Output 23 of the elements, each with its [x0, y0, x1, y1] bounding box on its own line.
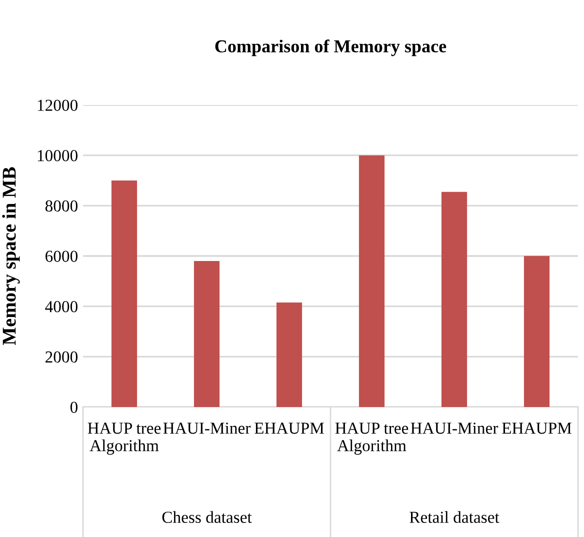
y-tick-label: 4000 — [45, 301, 78, 312]
bar — [524, 256, 550, 407]
y-tick-label: 8000 — [45, 200, 78, 212]
x-tick-label: HAUI-Miner — [163, 422, 251, 434]
x-tick-label: EHAUPM — [502, 422, 572, 434]
y-tick-label: 12000 — [38, 100, 78, 111]
y-axis-title: Memory space in MB — [2, 167, 20, 346]
y-tick-label: 6000 — [46, 250, 78, 262]
x-tick-label: HAUP tree Algorithm — [88, 422, 161, 455]
bar — [276, 302, 302, 407]
bar — [441, 192, 468, 407]
bar — [194, 261, 220, 407]
y-tick-label: 2000 — [46, 351, 78, 363]
x-tick-label: EHAUPM — [254, 422, 324, 434]
y-tick-label: 0 — [70, 402, 78, 413]
chart-title: Comparison of Memory space — [215, 40, 446, 56]
x-tick-label: HAUI-Miner — [410, 422, 498, 434]
bar — [358, 155, 385, 407]
bar — [111, 180, 138, 407]
text: Chess dataset — [162, 511, 252, 523]
x-tick-label: HAUP tree Algorithm — [335, 422, 408, 455]
y-tick-label: 10000 — [38, 150, 78, 162]
text: Retail dataset — [410, 511, 500, 523]
